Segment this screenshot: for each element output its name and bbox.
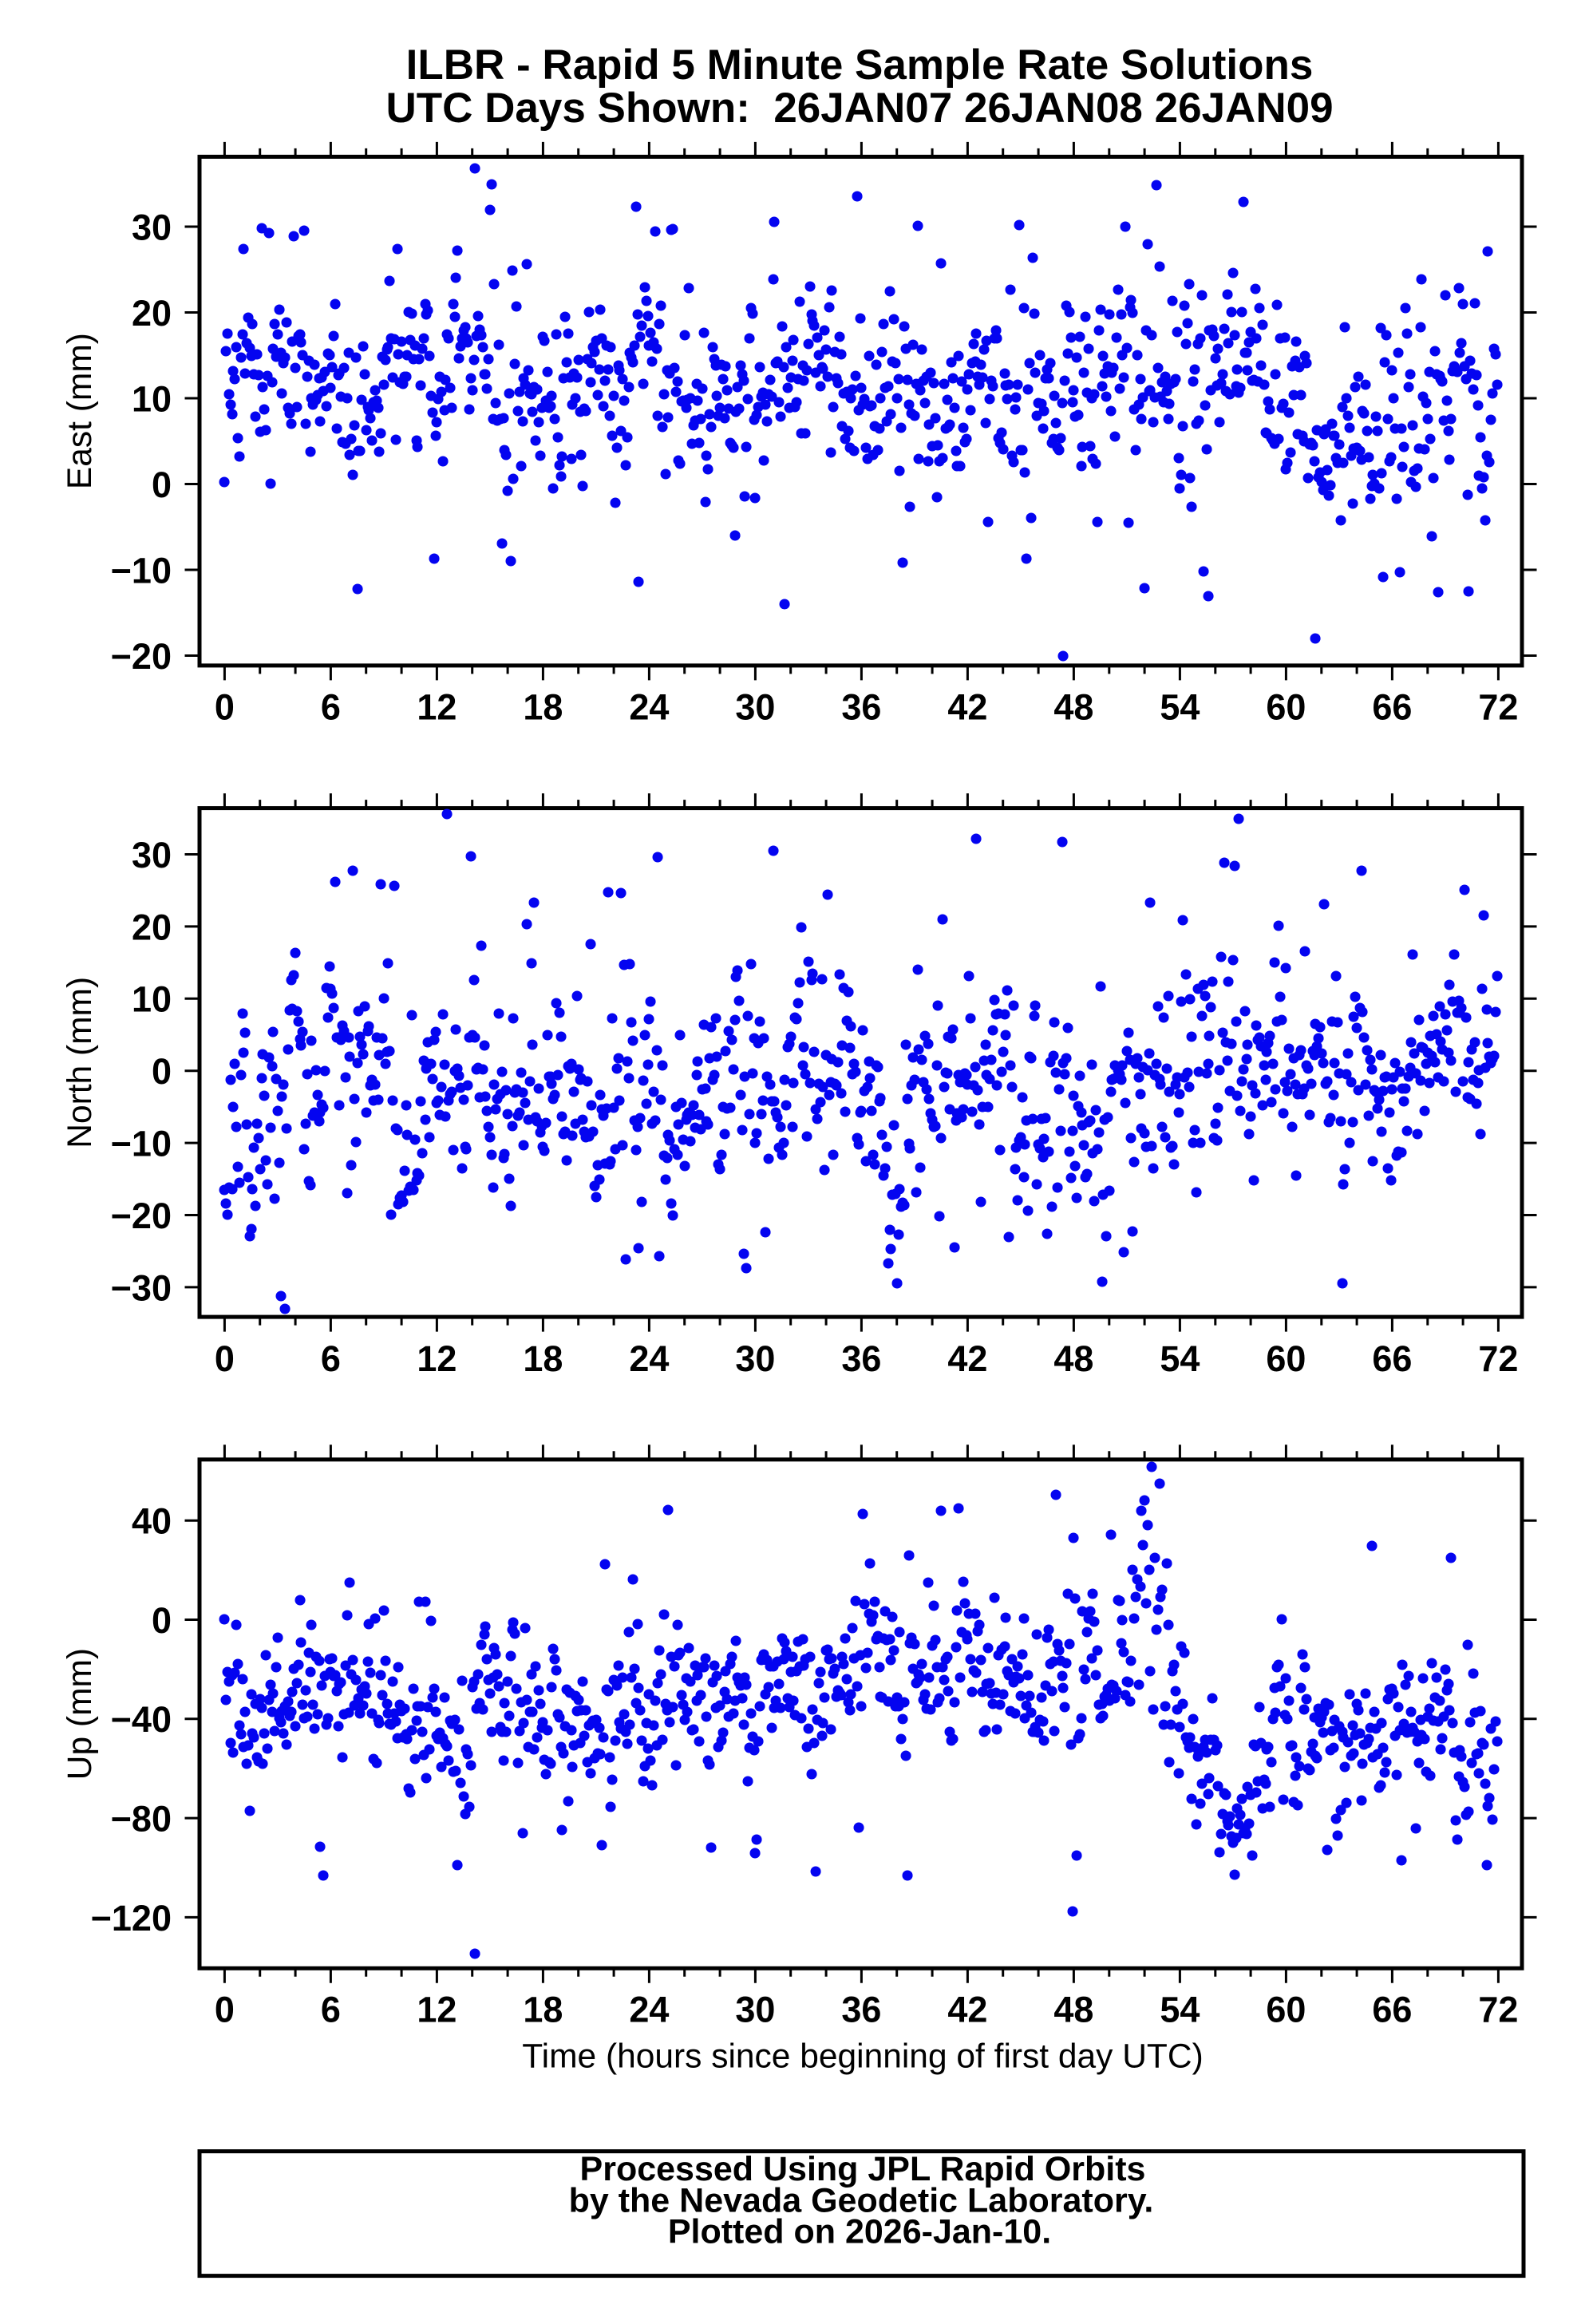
svg-text:18: 18 <box>523 1338 563 1379</box>
svg-text:North (mm): North (mm) <box>61 977 99 1148</box>
svg-text:36: 36 <box>841 1990 881 2030</box>
svg-text:30: 30 <box>132 207 172 247</box>
svg-text:72: 72 <box>1478 1338 1518 1379</box>
svg-text:48: 48 <box>1053 1338 1093 1379</box>
svg-text:72: 72 <box>1478 687 1518 728</box>
svg-text:12: 12 <box>417 1990 457 2030</box>
svg-text:48: 48 <box>1053 1990 1093 2030</box>
svg-text:40: 40 <box>132 1501 172 1542</box>
svg-text:Plotted on 2026-Jan-10.: Plotted on 2026-Jan-10. <box>668 2213 1051 2251</box>
svg-text:−120: −120 <box>91 1898 172 1939</box>
svg-text:−20: −20 <box>111 636 172 677</box>
svg-text:20: 20 <box>132 293 172 334</box>
svg-text:12: 12 <box>417 1338 457 1379</box>
svg-text:24: 24 <box>629 1338 669 1379</box>
svg-text:30: 30 <box>735 1990 775 2030</box>
svg-text:30: 30 <box>735 687 775 728</box>
svg-text:12: 12 <box>417 687 457 728</box>
svg-text:−10: −10 <box>111 550 172 591</box>
svg-text:Up (mm): Up (mm) <box>61 1648 99 1780</box>
svg-text:18: 18 <box>523 687 563 728</box>
svg-text:20: 20 <box>132 907 172 947</box>
svg-text:54: 54 <box>1160 687 1200 728</box>
svg-text:60: 60 <box>1266 687 1306 728</box>
svg-text:0: 0 <box>152 1051 172 1092</box>
svg-text:0: 0 <box>152 1600 172 1641</box>
svg-text:0: 0 <box>215 1338 235 1379</box>
svg-text:66: 66 <box>1372 1338 1412 1379</box>
svg-text:24: 24 <box>629 1990 669 2030</box>
svg-text:60: 60 <box>1266 1338 1306 1379</box>
svg-text:East (mm): East (mm) <box>61 333 99 489</box>
svg-text:48: 48 <box>1053 687 1093 728</box>
svg-text:Time (hours since beginning of: Time (hours since beginning of first day… <box>522 2038 1203 2076</box>
svg-text:36: 36 <box>841 687 881 728</box>
svg-text:18: 18 <box>523 1990 563 2030</box>
svg-text:6: 6 <box>321 1990 341 2030</box>
svg-text:24: 24 <box>629 687 669 728</box>
svg-text:42: 42 <box>947 1990 987 2030</box>
svg-text:0: 0 <box>215 687 235 728</box>
svg-text:Processed Using JPL Rapid Orbi: Processed Using JPL Rapid Orbits <box>580 2150 1146 2188</box>
svg-text:42: 42 <box>947 1338 987 1379</box>
svg-text:0: 0 <box>215 1990 235 2030</box>
svg-text:54: 54 <box>1160 1338 1200 1379</box>
svg-text:10: 10 <box>132 378 172 419</box>
svg-text:0: 0 <box>152 464 172 505</box>
svg-text:−40: −40 <box>111 1699 172 1740</box>
svg-text:54: 54 <box>1160 1990 1200 2030</box>
svg-text:66: 66 <box>1372 687 1412 728</box>
svg-text:66: 66 <box>1372 1990 1412 2030</box>
svg-text:UTC Days Shown: 26JAN07 26JAN: UTC Days Shown: 26JAN07 26JAN08 26JAN09 <box>385 85 1333 132</box>
svg-text:−80: −80 <box>111 1799 172 1840</box>
svg-text:30: 30 <box>132 835 172 875</box>
svg-text:60: 60 <box>1266 1990 1306 2030</box>
svg-text:−10: −10 <box>111 1124 172 1164</box>
svg-text:36: 36 <box>841 1338 881 1379</box>
svg-text:42: 42 <box>947 687 987 728</box>
svg-text:6: 6 <box>321 687 341 728</box>
svg-text:−20: −20 <box>111 1196 172 1236</box>
svg-text:72: 72 <box>1478 1990 1518 2030</box>
svg-text:30: 30 <box>735 1338 775 1379</box>
svg-text:ILBR - Rapid 5 Minute Sample R: ILBR - Rapid 5 Minute Sample Rate Soluti… <box>406 42 1314 89</box>
svg-text:10: 10 <box>132 979 172 1020</box>
svg-text:by the Nevada Geodetic Laborat: by the Nevada Geodetic Laboratory. <box>569 2181 1154 2219</box>
svg-text:−30: −30 <box>111 1267 172 1308</box>
svg-text:6: 6 <box>321 1338 341 1379</box>
